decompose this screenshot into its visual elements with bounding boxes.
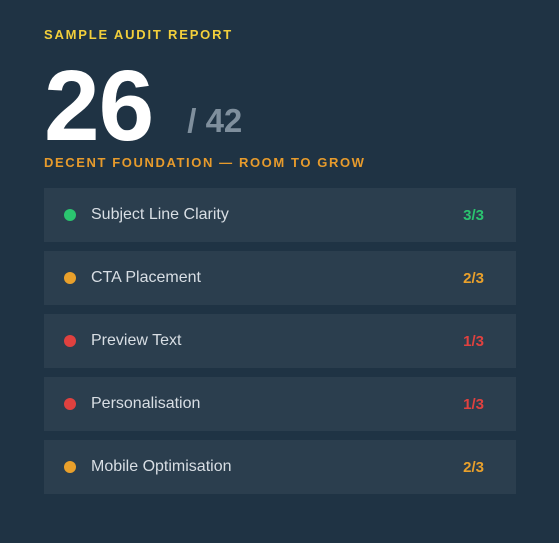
audit-item-score: 2/3 xyxy=(463,458,484,476)
score-value: 26 xyxy=(44,50,154,162)
audit-item-score: 1/3 xyxy=(463,332,484,350)
audit-item-score: 1/3 xyxy=(463,395,484,413)
audit-item: Mobile Optimisation 2/3 xyxy=(44,440,516,494)
audit-item: CTA Placement 2/3 xyxy=(44,251,516,305)
score-verdict: DECENT FOUNDATION — ROOM TO GROW xyxy=(44,155,366,170)
audit-item-label: Personalisation xyxy=(91,395,201,412)
audit-item: Subject Line Clarity 3/3 xyxy=(44,188,516,242)
audit-item: Personalisation 1/3 xyxy=(44,377,516,431)
status-dot-icon xyxy=(64,335,76,347)
status-dot-icon xyxy=(64,209,76,221)
audit-item-label: Preview Text xyxy=(91,332,182,349)
status-dot-icon xyxy=(64,461,76,473)
score-total: / 42 xyxy=(187,102,243,139)
audit-item-score: 3/3 xyxy=(463,206,484,224)
status-dot-icon xyxy=(64,272,76,284)
audit-item-label: CTA Placement xyxy=(91,269,201,286)
status-dot-icon xyxy=(64,398,76,410)
audit-items-list: Subject Line Clarity 3/3 CTA Placement 2… xyxy=(44,188,516,494)
audit-item-score: 2/3 xyxy=(463,269,484,287)
audit-item: Preview Text 1/3 xyxy=(44,314,516,368)
audit-item-label: Subject Line Clarity xyxy=(91,206,229,223)
score-row: 26 / 42 xyxy=(44,50,515,162)
report-kicker: SAMPLE AUDIT REPORT xyxy=(44,27,234,42)
audit-item-label: Mobile Optimisation xyxy=(91,458,232,475)
